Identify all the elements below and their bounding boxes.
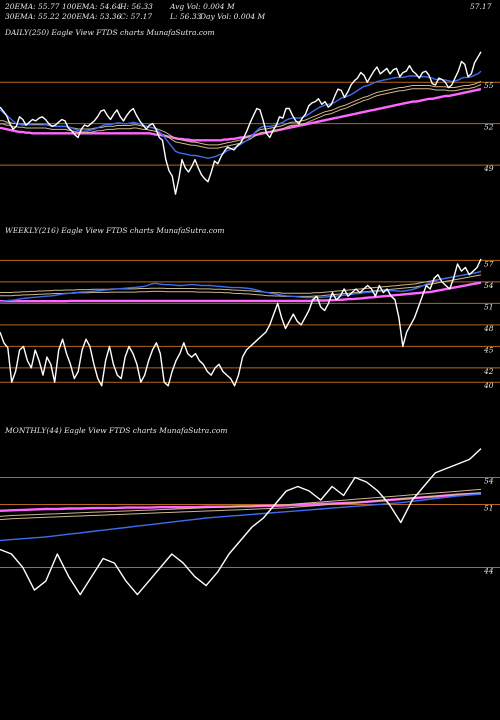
weekly-ytick-label: 42 bbox=[483, 367, 494, 376]
daily-ytick-label: 52 bbox=[484, 123, 494, 132]
header-low: L: 56.33 bbox=[170, 12, 202, 21]
header-open: 57.17 bbox=[470, 2, 492, 11]
header-ema20: 20EMA: 55.77 bbox=[5, 2, 60, 11]
header-ema200: 200EMA: 53.36 bbox=[62, 12, 122, 21]
weekly-ema_long-line bbox=[0, 281, 482, 303]
weekly-ytick-label: 40 bbox=[483, 381, 494, 390]
weekly-ema_mid-line bbox=[0, 274, 482, 297]
daily-panel-title: DAILY(250) Eagle View FTDS charts Munafa… bbox=[5, 28, 215, 37]
weekly-ytick-label: 45 bbox=[483, 345, 494, 354]
header-close: C: 57.17 bbox=[120, 12, 153, 21]
monthly-panel-title: MONTHLY(44) Eagle View FTDS charts Munaf… bbox=[5, 426, 228, 435]
header-ema30: 30EMA: 55.22 bbox=[5, 12, 60, 21]
weekly-panel-title: WEEKLY(216) Eagle View FTDS charts Munaf… bbox=[5, 226, 225, 235]
header-ema100: 100EMA: 54.64 bbox=[62, 2, 122, 11]
daily-ema_mid-line bbox=[0, 80, 482, 146]
header-avgvol: Avg Vol: 0.004 M bbox=[170, 2, 235, 11]
monthly-ytick-label: 51 bbox=[484, 503, 494, 512]
monthly-ytick-label: 54 bbox=[484, 476, 494, 485]
header-dayvol: Day Vol: 0.004 M bbox=[200, 12, 266, 21]
daily-ema_blue-line bbox=[0, 70, 482, 159]
weekly-ytick-label: 48 bbox=[483, 324, 494, 333]
monthly-price-line bbox=[0, 448, 482, 596]
weekly-ema_mid-line bbox=[0, 271, 482, 294]
weekly-ema_blue-line bbox=[0, 270, 482, 303]
daily-ema_long-line bbox=[0, 87, 482, 142]
monthly-ema_mid-line bbox=[0, 488, 482, 517]
monthly-ema_blue-line bbox=[0, 493, 482, 542]
daily-ytick-label: 49 bbox=[483, 164, 494, 173]
weekly-ytick-label: 51 bbox=[484, 302, 494, 311]
daily-price-line bbox=[0, 51, 482, 195]
weekly-ytick-label: 54 bbox=[484, 281, 494, 290]
weekly-ytick-label: 57 bbox=[484, 259, 494, 268]
daily-ytick-label: 55 bbox=[484, 81, 494, 90]
daily-panel: 55 52 49 bbox=[0, 51, 500, 195]
weekly-panel: 57 54 51 48 45 42 40 bbox=[0, 258, 500, 390]
monthly-ema_mid-line bbox=[0, 492, 482, 521]
monthly-panel: 54 51 44 bbox=[0, 448, 500, 596]
monthly-ytick-label: 44 bbox=[483, 567, 494, 576]
weekly-price-line bbox=[0, 258, 482, 387]
header-high: H: 56.33 bbox=[120, 2, 153, 11]
